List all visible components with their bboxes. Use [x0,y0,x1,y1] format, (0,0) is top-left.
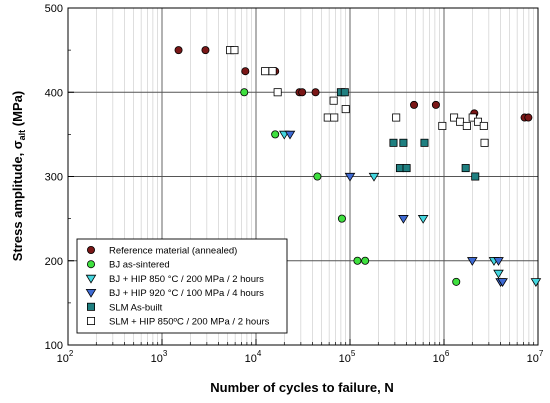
data-point-series-6 [474,117,483,126]
y-axis-title-subscript: alt [17,130,27,141]
x-tick-label: 104 [245,349,262,365]
data-point-series-1 [241,67,250,76]
data-point-series-4 [497,278,508,287]
y-axis-title: Stress amplitude, σalt (MPa) [10,91,27,261]
data-point-series-6 [479,121,488,130]
data-point-series-2 [240,88,249,97]
data-point-series-6 [330,113,339,122]
data-point-series-4 [466,257,478,266]
x-tick-label: 105 [339,349,356,365]
data-point-series-5 [471,172,480,181]
y-tick-label: 100 [45,340,63,352]
data-point-series-4 [284,130,296,140]
data-point-series-3 [493,269,504,279]
data-point-series-3 [368,172,380,182]
data-point-series-3 [417,215,429,224]
data-point-series-2 [337,214,346,223]
legend-label-series-4: BJ + HIP 920 °C / 100 MPa / 4 hours [109,288,264,299]
legend-label-series-2: BJ as-sintered [109,260,170,271]
data-point-series-1 [174,46,183,55]
data-point-series-6 [480,138,489,147]
data-point-series-5 [389,138,398,147]
y-tick-label: 200 [45,256,63,268]
data-point-series-6 [456,117,465,126]
legend-marker-series-3 [85,274,97,284]
data-point-series-6 [438,121,447,130]
x-axis-title: Number of cycles to failure, N [210,380,394,395]
data-point-series-1 [431,100,440,109]
data-point-series-5 [420,138,429,147]
y-tick-label: 300 [45,172,63,184]
data-point-series-3 [530,278,542,287]
data-point-series-5 [402,164,411,173]
data-point-series-2 [271,130,280,139]
data-point-series-6 [392,113,401,122]
data-points [174,46,542,287]
legend: Reference material (annealed) BJ as-sinte… [76,238,288,334]
x-tick-label: 103 [151,349,168,365]
data-point-series-6 [230,46,239,55]
legend-marker-series-2 [87,260,96,269]
data-point-series-2 [361,256,370,265]
legend-label-series-1: Reference material (annealed) [109,246,237,257]
x-tick-label: 102 [57,349,74,365]
data-point-series-4 [493,257,504,266]
data-point-series-6 [462,121,471,130]
data-point-series-1 [201,46,210,55]
data-point-series-1 [298,88,307,97]
y-tick-label: 400 [45,87,63,99]
tick-marks [67,7,539,346]
legend-marker-series-1 [87,245,96,254]
y-tick-label: 500 [45,3,63,15]
data-point-series-1 [311,88,320,97]
data-point-series-6 [268,67,277,76]
legend-box [76,238,288,334]
tick-labels: 102 103 104 105 106 107 100 200 300 400 500 [45,3,544,365]
data-point-series-5 [395,164,404,173]
data-point-series-6 [261,67,270,76]
y-axis-title-unit: (MPa) [10,91,25,130]
legend-label-series-6: SLM + HIP 850ºC / 200 MPa / 2 hours [109,317,270,328]
data-point-series-6 [273,88,282,97]
data-point-series-5 [461,164,470,173]
data-point-series-6 [341,105,350,114]
legend-marker-series-6 [87,316,96,325]
data-point-series-6 [468,113,477,122]
data-point-series-4 [398,215,409,224]
x-tick-label: 106 [433,349,450,365]
legend-label-series-3: BJ + HIP 850 °C / 200 MPa / 2 hours [109,274,264,285]
data-point-series-1 [524,113,533,122]
data-point-series-2 [313,172,322,181]
data-point-series-6 [329,96,338,105]
data-point-series-4 [344,172,356,182]
legend-label-series-5: SLM As-built [109,302,163,313]
data-point-series-5 [399,138,408,147]
y-axis-title-main: Stress amplitude, σ [10,140,25,261]
x-tick-label: 107 [527,349,544,365]
data-point-series-2 [452,277,461,286]
data-point-series-6 [450,113,459,122]
data-point-series-1 [410,100,419,109]
data-point-series-5 [340,88,349,97]
legend-marker-series-4 [85,288,97,298]
legend-marker-series-5 [87,302,96,311]
data-point-series-2 [353,256,362,265]
